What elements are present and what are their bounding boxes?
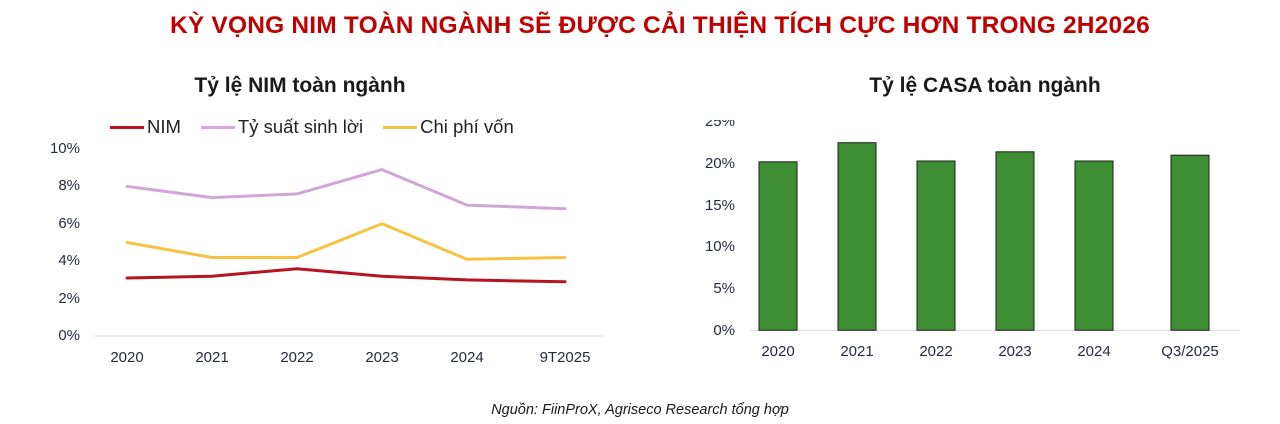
svg-text:20%: 20% <box>705 155 735 172</box>
svg-text:2022: 2022 <box>280 349 313 366</box>
svg-text:2%: 2% <box>58 290 80 307</box>
svg-text:0%: 0% <box>713 322 735 339</box>
svg-text:2024: 2024 <box>450 349 483 366</box>
svg-text:2022: 2022 <box>919 343 952 360</box>
svg-text:2020: 2020 <box>761 343 794 360</box>
svg-text:0%: 0% <box>58 327 80 344</box>
svg-text:2023: 2023 <box>998 343 1031 360</box>
svg-text:2021: 2021 <box>195 349 228 366</box>
svg-text:10%: 10% <box>50 140 80 157</box>
svg-text:9T2025: 9T2025 <box>540 349 591 366</box>
svg-text:Q3/2025: Q3/2025 <box>1161 343 1219 360</box>
svg-text:15%: 15% <box>705 197 735 214</box>
svg-text:8%: 8% <box>58 177 80 194</box>
svg-text:10%: 10% <box>705 238 735 255</box>
svg-text:4%: 4% <box>58 252 80 269</box>
svg-text:2020: 2020 <box>110 349 143 366</box>
svg-text:6%: 6% <box>58 215 80 232</box>
svg-text:2021: 2021 <box>840 343 873 360</box>
svg-text:5%: 5% <box>713 280 735 297</box>
svg-text:2023: 2023 <box>365 349 398 366</box>
svg-text:2024: 2024 <box>1077 343 1110 360</box>
svg-text:25%: 25% <box>705 120 735 130</box>
